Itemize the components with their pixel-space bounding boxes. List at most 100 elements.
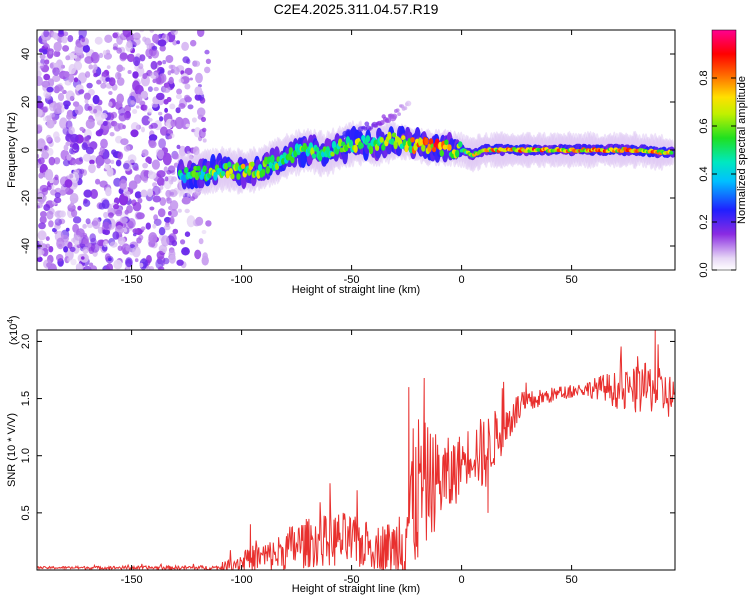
noise-blob (79, 235, 89, 245)
chart-title: C2E4.2025.311.04.57.R19 (274, 1, 439, 17)
signal-core (264, 156, 269, 165)
x-tick-label: -150 (121, 574, 143, 586)
noise-blob (134, 64, 140, 71)
signal-core (184, 167, 189, 174)
noise-blob (142, 162, 149, 169)
noise-blob (72, 216, 82, 224)
signal-core (410, 137, 415, 143)
noise-blob (143, 104, 148, 111)
noise-blob (165, 55, 174, 63)
noise-blob (69, 246, 76, 253)
signal-core (401, 135, 406, 141)
noise-blob (112, 46, 118, 51)
noise-blob (43, 81, 49, 88)
noise-blob (158, 111, 163, 116)
noise-blob (176, 144, 181, 150)
noise-blob (46, 262, 52, 268)
noise-blob (38, 157, 45, 165)
noise-blob (169, 216, 175, 225)
noise-blob (153, 86, 159, 92)
noise-blob (161, 235, 170, 247)
noise-blob (39, 184, 49, 193)
noise-blob (163, 82, 170, 88)
y-tick-label: 2.0 (20, 334, 32, 349)
noise-blob (132, 80, 140, 92)
noise-blob (37, 256, 43, 263)
noise-blob (168, 205, 173, 211)
noise-blob (115, 159, 122, 167)
noise-blob (152, 223, 157, 229)
signal-core (353, 144, 358, 153)
colorbar (711, 29, 737, 271)
signal-core (431, 146, 437, 153)
noise-blob (83, 265, 92, 270)
branch-blob (403, 106, 408, 111)
signal-core (439, 149, 444, 157)
noise-blob (122, 30, 132, 38)
noise-blob (89, 159, 95, 165)
y-tick-label: 0 (20, 147, 32, 153)
noise-blob (84, 98, 89, 104)
noise-blob (89, 141, 98, 150)
signal-core (213, 171, 218, 181)
noise-blob (46, 210, 54, 220)
branch-blob (364, 121, 370, 127)
noise-blob (123, 228, 128, 233)
colorbar-label: Normalized spectral amplitude (736, 76, 748, 224)
x-tick-label: 50 (565, 574, 577, 586)
noise-blob (141, 126, 145, 133)
noise-blob (103, 229, 110, 236)
noise-blob (157, 39, 167, 47)
noise-blob (37, 205, 40, 209)
noise-blob (70, 133, 79, 143)
noise-blob (113, 122, 121, 132)
signal-core (387, 131, 392, 141)
noise-blob (39, 54, 46, 60)
noise-blob (48, 246, 54, 253)
noise-blob (158, 227, 166, 236)
noise-blob (162, 60, 167, 65)
noise-blob (140, 189, 148, 198)
noise-blob (96, 79, 102, 85)
noise-blob (127, 154, 137, 164)
noise-blob (45, 236, 50, 242)
y-tick-label: 1.5 (20, 391, 32, 406)
noise-blob (43, 43, 49, 48)
noise-blob (148, 232, 158, 244)
noise-blob (103, 211, 109, 219)
snr-series-line (37, 330, 675, 570)
signal-core (196, 165, 201, 171)
noise-blob (163, 166, 168, 173)
y-tick-label: -20 (20, 190, 32, 206)
noise-blob (85, 218, 91, 225)
noise-blob (104, 158, 111, 165)
noise-blob (148, 117, 153, 122)
noise-blob (64, 79, 72, 86)
x-tick-label: 0 (459, 574, 465, 586)
noise-blob (82, 199, 91, 207)
noise-blob (44, 169, 54, 181)
noise-blob (124, 209, 129, 215)
noise-blob (39, 65, 44, 70)
noise-blob (134, 93, 143, 104)
noise-blob (194, 86, 203, 96)
noise-blob (44, 145, 48, 151)
colorbar-axis: 0.0 0.2 0.4 0.6 0.8 (698, 70, 736, 278)
noise-blob (41, 151, 49, 160)
signal-core (359, 142, 364, 149)
noise-blob (136, 212, 145, 220)
noise-blob (48, 156, 56, 166)
noise-blob (157, 149, 165, 160)
noise-blob (170, 119, 177, 127)
noise-blob (87, 105, 93, 111)
noise-blob (37, 248, 42, 258)
noise-blob (146, 265, 151, 270)
noise-blob (63, 71, 70, 78)
noise-blob (184, 67, 193, 76)
noise-blob (105, 187, 112, 197)
noise-blob (159, 185, 164, 191)
noise-blob (134, 191, 142, 199)
noise-blob (170, 30, 178, 36)
signal-core (447, 144, 452, 151)
noise-blob (116, 35, 123, 45)
